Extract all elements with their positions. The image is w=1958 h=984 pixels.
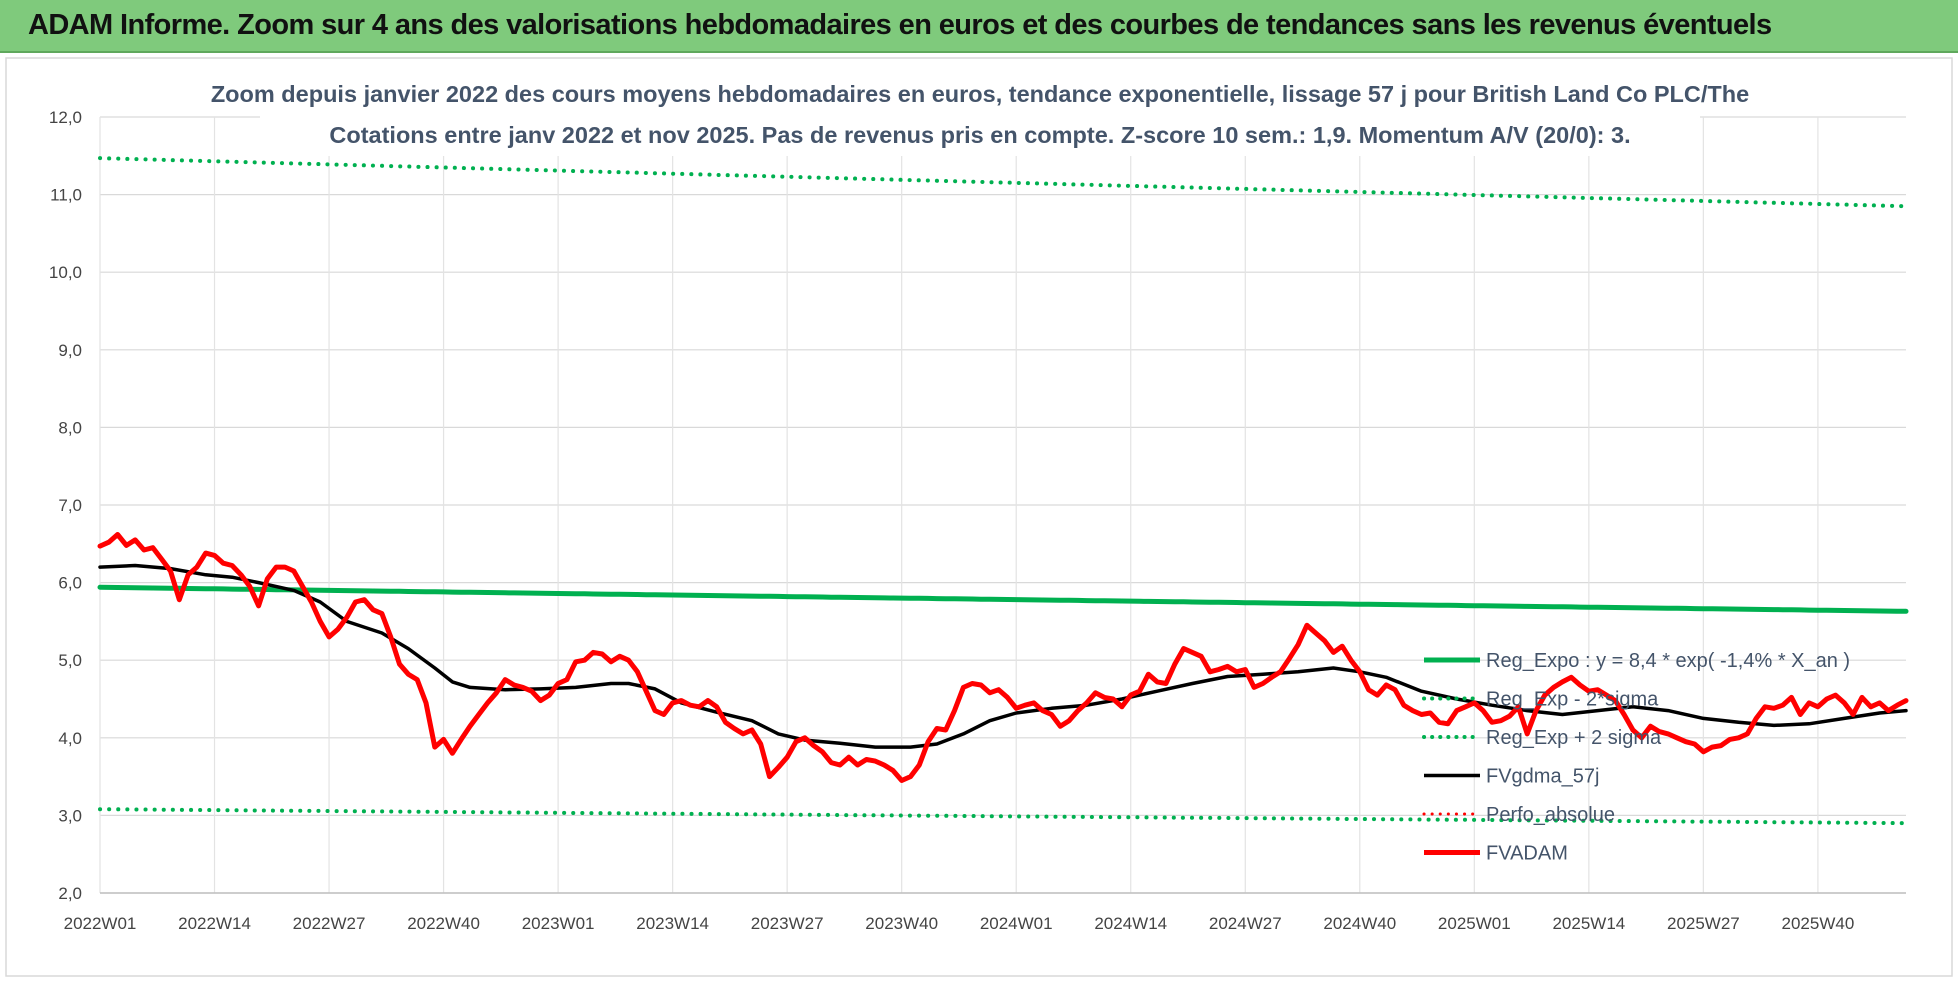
x-tick-label: 2025W14 (1552, 914, 1625, 933)
x-tick-label: 2022W01 (64, 914, 137, 933)
y-tick-label: 2,0 (58, 884, 82, 903)
y-tick-label: 6,0 (58, 574, 82, 593)
x-tick-label: 2023W14 (636, 914, 709, 933)
y-tick-label: 11,0 (50, 186, 82, 205)
y-tick-label: 5,0 (58, 651, 82, 670)
x-tick-label: 2022W27 (293, 914, 366, 933)
x-tick-label: 2024W01 (980, 914, 1053, 933)
legend-label: Reg_Exp - 2*sigma (1486, 689, 1659, 711)
x-tick-label: 2025W01 (1438, 914, 1511, 933)
series-group (97, 156, 1909, 826)
series-line-fvgdma-57j (98, 563, 1908, 749)
series-line-fvadam (97, 532, 1909, 783)
legend: Reg_Expo : y = 8,4 * exp( -1,4% * X_an )… (1422, 650, 1850, 865)
chart-area-border (5, 57, 1953, 977)
series-line-reg-expo-y-8-4-exp-1-4-x-an (97, 584, 1909, 614)
x-tick-label: 2025W27 (1667, 914, 1740, 933)
grid-lines (99, 116, 1906, 894)
y-tick-label: 3,0 (58, 806, 82, 825)
x-tick-label: 2023W40 (865, 914, 938, 933)
x-tick-label: 2024W27 (1209, 914, 1282, 933)
x-tick-label: 2024W40 (1323, 914, 1396, 933)
legend-label: Reg_Expo : y = 8,4 * exp( -1,4% * X_an ) (1486, 650, 1850, 672)
series-line-reg-exp-2-sigma (98, 156, 1908, 209)
header-banner: ADAM Informe. Zoom sur 4 ans des valoris… (0, 0, 1958, 53)
banner-title: ADAM Informe. Zoom sur 4 ans des valoris… (28, 9, 1772, 41)
x-tick-label: 2023W27 (751, 914, 824, 933)
legend-label: Perfo_absolue (1486, 804, 1615, 826)
legend-label: FVADAM (1486, 843, 1568, 865)
legend-label: FVgdma_57j (1486, 766, 1599, 788)
title-background (260, 72, 1700, 156)
x-tick-label: 2022W40 (407, 914, 480, 933)
x-tick-label: 2023W01 (522, 914, 595, 933)
y-tick-label: 7,0 (58, 496, 82, 515)
y-tick-label: 4,0 (58, 729, 82, 748)
axes: 2,0 3,0 4,0 5,0 6,0 7,0 8,0 9,0 10,0 11,0 12,0 2022… (49, 108, 1906, 933)
chart-title: Zoom depuis janvier 2022 des cours moyen… (211, 81, 1749, 107)
chart-subtitle: Cotations entre janv 2022 et nov 2025. P… (329, 122, 1630, 148)
y-tick-label: 10,0 (49, 263, 82, 282)
x-tick-label: 2025W40 (1782, 914, 1855, 933)
y-tick-label: 12,0 (49, 108, 82, 127)
x-tick-label: 2024W14 (1094, 914, 1167, 933)
y-tick-label: 9,0 (58, 341, 82, 360)
x-tick-label: 2022W14 (178, 914, 251, 933)
y-tick-label: 8,0 (58, 418, 82, 437)
legend-label: Reg_Exp + 2 sigma (1486, 727, 1662, 749)
series-line-reg-exp-2-sigma (98, 807, 1908, 826)
